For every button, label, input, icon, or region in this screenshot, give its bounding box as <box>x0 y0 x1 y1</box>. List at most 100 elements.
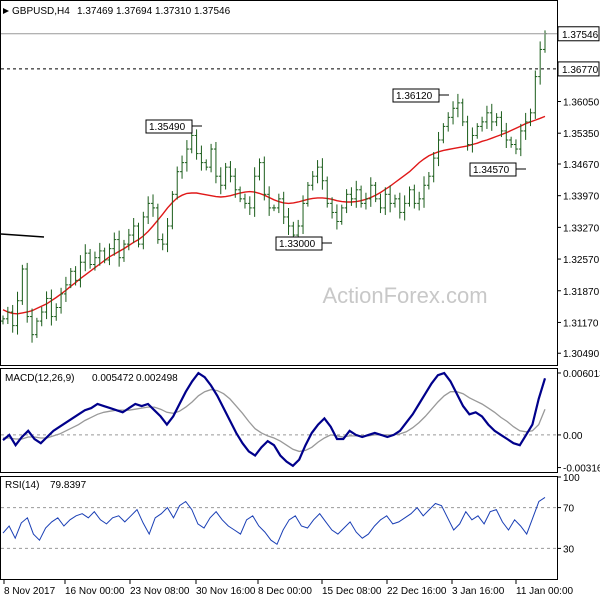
price-bar <box>417 191 422 211</box>
price-bar <box>484 105 489 129</box>
price-bar <box>441 123 446 144</box>
price-bar <box>344 189 349 214</box>
price-y-tick: 1.31170 <box>563 318 599 329</box>
price-bar <box>402 195 407 221</box>
x-tick-label: 8 Dec 00:00 <box>258 586 312 597</box>
price-y-axis: 1.36050 1.35350 1.34670 1.33970 1.33270 1.325… <box>557 26 600 360</box>
price-bar <box>480 116 485 132</box>
price-bar <box>189 131 194 154</box>
price-bar <box>339 204 344 225</box>
price-bar <box>538 41 543 85</box>
price-watermark: ActionForex.com <box>322 283 487 308</box>
price-bar <box>301 195 306 235</box>
rsi-y-tick: 70 <box>563 504 575 515</box>
rsi-y-tick: 30 <box>563 544 575 555</box>
price-bar <box>175 166 180 200</box>
x-tick-label: 23 Nov 08:00 <box>130 586 190 597</box>
price-bar <box>30 308 35 343</box>
price-bar <box>247 196 252 215</box>
price-bar <box>262 156 267 201</box>
moving-average-line <box>2 115 546 315</box>
macd-header-signal: 0.002498 <box>136 373 178 384</box>
svg-text:1.37546: 1.37546 <box>562 30 599 41</box>
price-bar <box>276 193 281 214</box>
price-bar <box>54 303 59 321</box>
price-bar <box>20 264 25 305</box>
price-bar <box>5 306 10 324</box>
price-bar <box>107 243 112 266</box>
price-bar <box>412 184 417 209</box>
reference-level-tag: 1.36770 <box>557 61 600 77</box>
price-bar <box>242 193 247 209</box>
price-bar <box>117 230 122 267</box>
price-bar <box>455 93 460 118</box>
price-bar <box>59 287 64 314</box>
rsi-panel-frame <box>0 476 558 580</box>
price-bar <box>78 255 83 288</box>
price-bar <box>73 266 78 286</box>
price-bar <box>141 211 146 250</box>
price-bar <box>330 197 335 219</box>
svg-text:1.36120: 1.36120 <box>396 91 433 102</box>
price-bar <box>165 217 170 253</box>
x-tick-label: 16 Nov 00:00 <box>65 586 125 597</box>
price-bar <box>392 194 397 208</box>
price-header-open: 1.37469 <box>77 6 114 17</box>
price-bar <box>131 217 136 244</box>
old-level-line <box>0 233 45 238</box>
macd-y-tick: -0.003169 <box>563 464 600 475</box>
price-bar <box>121 239 126 262</box>
price-ma-line-group <box>2 115 546 315</box>
price-bar <box>218 167 223 195</box>
price-bar <box>15 291 20 335</box>
price-annotation: 1.33000 <box>275 236 332 251</box>
price-bar <box>528 108 533 127</box>
price-annotation: 1.34570 <box>469 162 526 177</box>
price-bar <box>209 143 214 173</box>
price-bar <box>49 289 54 326</box>
x-tick-label: 15 Dec 08:00 <box>322 586 382 597</box>
price-bar <box>238 186 243 203</box>
price-bar <box>523 112 528 140</box>
x-tick-label: 30 Nov 16:00 <box>196 586 256 597</box>
price-bar <box>422 176 427 208</box>
x-tick-label: 8 Nov 2017 <box>4 586 56 597</box>
x-tick-label: 3 Jan 16:00 <box>452 586 505 597</box>
price-bar <box>83 244 88 272</box>
price-bar <box>1 315 5 325</box>
price-bar <box>475 123 480 139</box>
price-bar <box>44 291 49 320</box>
price-bar <box>63 276 68 302</box>
price-bar <box>34 317 39 338</box>
price-bar <box>257 158 262 181</box>
price-bar <box>10 304 15 333</box>
price-bar <box>126 228 131 251</box>
macd-y-axis: 0.006013 0.00 -0.003169 <box>557 369 600 475</box>
svg-text:1.36770: 1.36770 <box>562 65 599 76</box>
price-bar <box>334 204 339 230</box>
rsi-y-tick: 100 <box>563 473 580 484</box>
price-header: GBPUSD,H4 1.37469 1.37694 1.37310 1.3754… <box>12 6 231 17</box>
price-bar <box>272 204 276 212</box>
price-bar <box>228 161 233 183</box>
price-bar <box>267 186 272 216</box>
price-bar <box>465 115 470 151</box>
price-bar <box>97 242 102 266</box>
price-bar <box>373 182 378 203</box>
rsi-line <box>2 496 546 546</box>
price-bar <box>354 180 359 208</box>
rsi-header-label: RSI(14) <box>5 480 39 491</box>
header-arrow-icon <box>3 8 9 14</box>
price-bar <box>25 262 30 323</box>
price-bar <box>426 171 431 190</box>
price-bar <box>383 187 388 215</box>
price-bar <box>499 111 504 138</box>
price-panel-frame <box>0 0 558 366</box>
price-bar <box>68 268 73 289</box>
price-annotations: 1.35490 1.33000 1.36120 1.34570 <box>145 88 526 251</box>
price-bar <box>151 194 156 217</box>
price-bar <box>310 171 315 191</box>
price-bar <box>407 186 412 207</box>
price-bar <box>533 70 538 119</box>
